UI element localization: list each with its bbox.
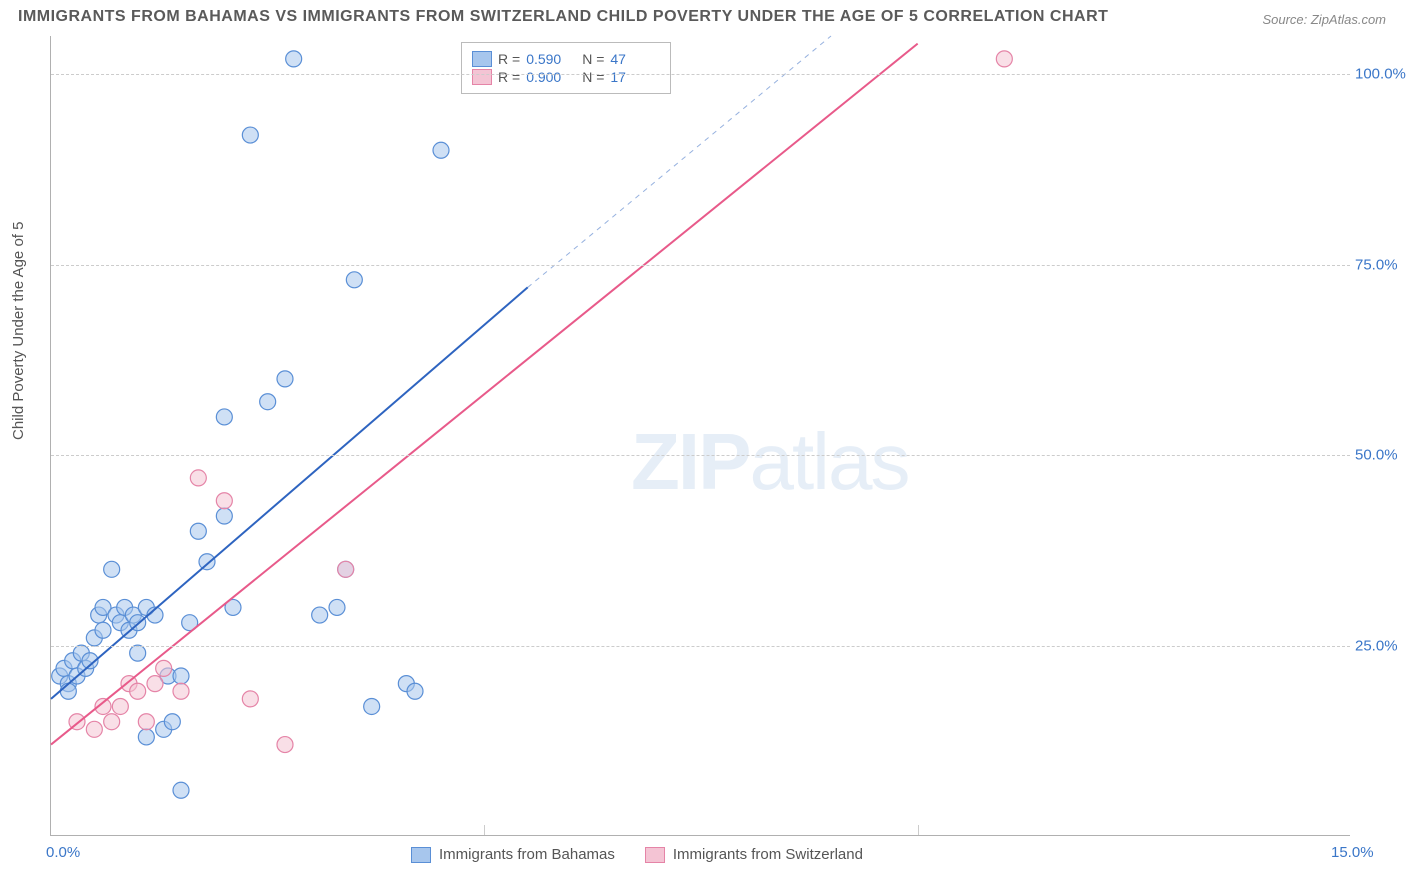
series-legend: Immigrants from Bahamas Immigrants from …	[411, 846, 863, 863]
data-point	[130, 683, 146, 699]
data-point	[407, 683, 423, 699]
data-point	[95, 622, 111, 638]
legend-label: N =	[582, 51, 604, 67]
data-point	[364, 698, 380, 714]
legend-r-value: 0.900	[526, 69, 576, 85]
swatch-switzerland	[472, 69, 492, 85]
trend-line	[51, 287, 528, 698]
data-point	[173, 782, 189, 798]
data-point	[190, 470, 206, 486]
trend-line	[51, 44, 918, 745]
data-point	[338, 561, 354, 577]
y-tick-label: 75.0%	[1355, 256, 1406, 273]
legend-n-value: 17	[610, 69, 660, 85]
chart-title: IMMIGRANTS FROM BAHAMAS VS IMMIGRANTS FR…	[18, 8, 1108, 26]
data-point	[104, 714, 120, 730]
data-point	[242, 691, 258, 707]
data-point	[138, 729, 154, 745]
data-point	[260, 394, 276, 410]
legend-n-value: 47	[610, 51, 660, 67]
gridline	[51, 455, 1350, 456]
legend-row: R = 0.900 N = 17	[472, 69, 660, 85]
data-point	[286, 51, 302, 67]
data-point	[104, 561, 120, 577]
x-tick-label: 15.0%	[1331, 844, 1374, 861]
data-point	[190, 523, 206, 539]
data-point	[130, 645, 146, 661]
data-point	[242, 127, 258, 143]
swatch-bahamas	[411, 847, 431, 863]
x-tick-mark	[484, 825, 485, 835]
data-point	[216, 409, 232, 425]
data-point	[996, 51, 1012, 67]
data-point	[138, 714, 154, 730]
data-point	[86, 721, 102, 737]
y-tick-label: 25.0%	[1355, 637, 1406, 654]
legend-item: Immigrants from Switzerland	[645, 846, 863, 863]
correlation-legend: R = 0.590 N = 47 R = 0.900 N = 17	[461, 42, 671, 94]
gridline	[51, 265, 1350, 266]
data-point	[312, 607, 328, 623]
source-label: Source: ZipAtlas.com	[1262, 12, 1386, 27]
plot-svg	[51, 36, 1350, 835]
legend-row: R = 0.590 N = 47	[472, 51, 660, 67]
legend-label: R =	[498, 51, 520, 67]
data-point	[433, 142, 449, 158]
x-tick-mark	[918, 825, 919, 835]
legend-r-value: 0.590	[526, 51, 576, 67]
legend-series-label: Immigrants from Bahamas	[439, 846, 615, 863]
data-point	[147, 676, 163, 692]
swatch-bahamas	[472, 51, 492, 67]
data-point	[173, 683, 189, 699]
data-point	[199, 554, 215, 570]
data-point	[156, 660, 172, 676]
data-point	[173, 668, 189, 684]
legend-label: N =	[582, 69, 604, 85]
gridline	[51, 646, 1350, 647]
data-point	[112, 698, 128, 714]
data-point	[346, 272, 362, 288]
legend-item: Immigrants from Bahamas	[411, 846, 615, 863]
y-tick-label: 100.0%	[1355, 66, 1406, 83]
data-point	[329, 599, 345, 615]
data-point	[164, 714, 180, 730]
legend-series-label: Immigrants from Switzerland	[673, 846, 863, 863]
gridline	[51, 74, 1350, 75]
legend-label: R =	[498, 69, 520, 85]
chart-area: ZIPatlas R = 0.590 N = 47 R = 0.900 N = …	[50, 36, 1350, 836]
swatch-switzerland	[645, 847, 665, 863]
y-tick-label: 50.0%	[1355, 447, 1406, 464]
x-tick-label: 0.0%	[46, 844, 80, 861]
data-point	[277, 371, 293, 387]
data-point	[216, 508, 232, 524]
data-point	[60, 683, 76, 699]
data-point	[277, 737, 293, 753]
data-point	[216, 493, 232, 509]
y-axis-label: Child Poverty Under the Age of 5	[10, 222, 27, 440]
